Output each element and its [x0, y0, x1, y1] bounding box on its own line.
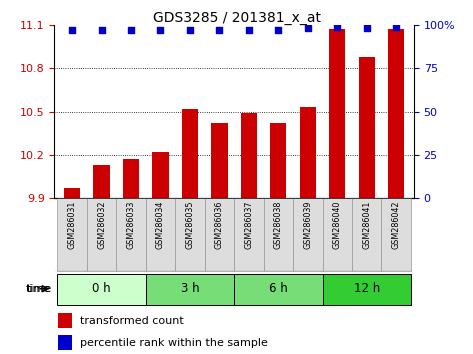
Text: GSM286032: GSM286032 — [97, 200, 106, 249]
Bar — [270, 123, 287, 198]
FancyBboxPatch shape — [263, 198, 293, 271]
Bar — [123, 159, 139, 198]
Text: time: time — [26, 284, 51, 294]
Bar — [359, 57, 375, 198]
Text: GSM286041: GSM286041 — [362, 200, 371, 249]
FancyBboxPatch shape — [205, 198, 234, 271]
Point — [127, 27, 135, 33]
FancyBboxPatch shape — [116, 198, 146, 271]
FancyBboxPatch shape — [146, 274, 234, 304]
Point — [245, 27, 253, 33]
Text: GSM286038: GSM286038 — [274, 200, 283, 249]
FancyBboxPatch shape — [323, 198, 352, 271]
FancyBboxPatch shape — [57, 198, 87, 271]
Text: time: time — [27, 284, 52, 294]
FancyBboxPatch shape — [87, 198, 116, 271]
Bar — [388, 29, 404, 198]
Bar — [152, 152, 168, 198]
Point — [274, 27, 282, 33]
Text: GSM286039: GSM286039 — [303, 200, 312, 249]
Point — [68, 27, 76, 33]
Text: GSM286033: GSM286033 — [126, 200, 135, 249]
Text: GDS3285 / 201381_x_at: GDS3285 / 201381_x_at — [152, 11, 321, 25]
Text: GSM286042: GSM286042 — [392, 200, 401, 249]
Point — [333, 24, 341, 29]
Bar — [58, 335, 72, 350]
Point — [363, 25, 370, 31]
FancyBboxPatch shape — [234, 274, 323, 304]
Point — [186, 27, 194, 33]
Text: GSM286037: GSM286037 — [245, 200, 254, 249]
Text: GSM286036: GSM286036 — [215, 200, 224, 249]
FancyBboxPatch shape — [146, 198, 175, 271]
Text: GSM286035: GSM286035 — [185, 200, 194, 249]
Text: percentile rank within the sample: percentile rank within the sample — [79, 338, 267, 348]
Bar — [58, 313, 72, 329]
Text: GSM286031: GSM286031 — [68, 200, 77, 249]
FancyBboxPatch shape — [381, 198, 411, 271]
Text: 12 h: 12 h — [354, 282, 380, 295]
Text: GSM286034: GSM286034 — [156, 200, 165, 249]
Bar — [182, 109, 198, 198]
Bar — [64, 188, 80, 198]
Text: 6 h: 6 h — [269, 282, 288, 295]
Point — [216, 27, 223, 33]
Text: GSM286040: GSM286040 — [333, 200, 342, 249]
FancyBboxPatch shape — [323, 274, 411, 304]
FancyBboxPatch shape — [234, 198, 263, 271]
Bar — [241, 113, 257, 198]
Bar — [300, 107, 316, 198]
Bar — [329, 29, 345, 198]
FancyBboxPatch shape — [175, 198, 205, 271]
Bar — [94, 165, 110, 198]
FancyBboxPatch shape — [57, 274, 146, 304]
Point — [304, 25, 312, 31]
FancyBboxPatch shape — [352, 198, 381, 271]
Point — [393, 24, 400, 29]
Text: 3 h: 3 h — [181, 282, 199, 295]
FancyBboxPatch shape — [293, 198, 323, 271]
Point — [157, 27, 164, 33]
Bar — [211, 123, 228, 198]
Point — [98, 27, 105, 33]
Text: transformed count: transformed count — [79, 316, 184, 326]
Text: 0 h: 0 h — [92, 282, 111, 295]
